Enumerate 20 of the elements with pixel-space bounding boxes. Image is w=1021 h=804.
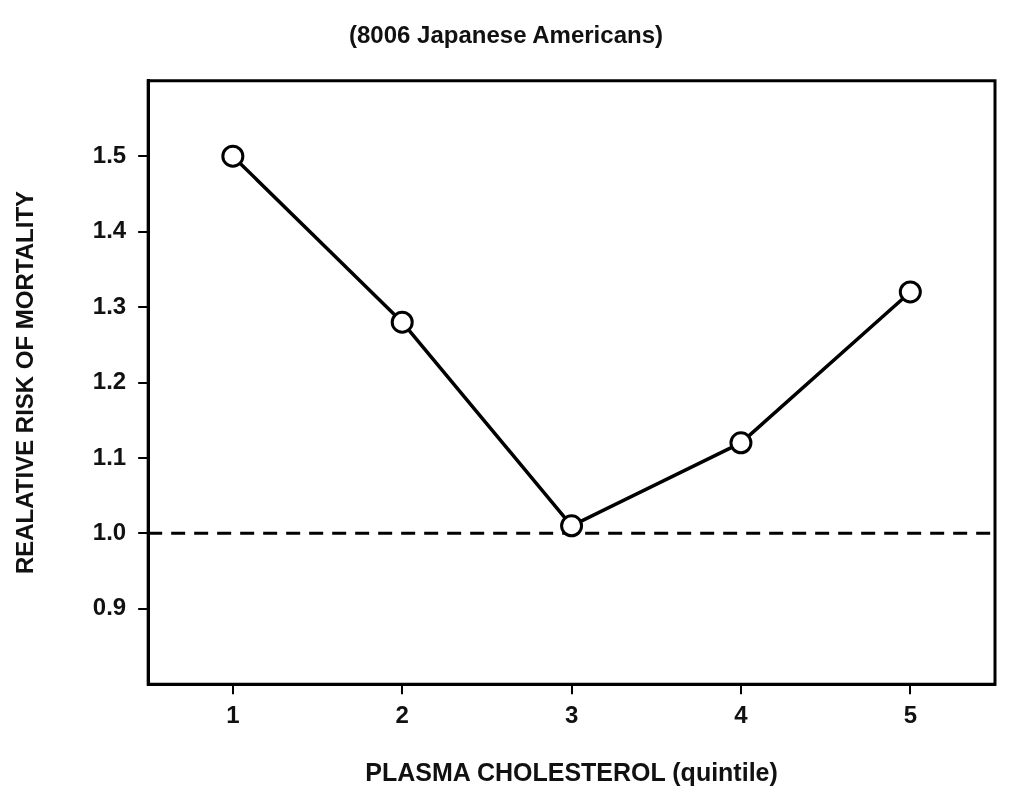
y-tick-label: 1.4	[92, 216, 127, 244]
y-tick-label: 0.9	[92, 593, 127, 621]
x-tick-label: 5	[903, 701, 917, 729]
x-tick-label: 1	[226, 701, 240, 729]
y-axis-title: REALATIVE RISK OF MORTALITY	[11, 190, 39, 575]
point	[221, 144, 245, 168]
point	[560, 514, 584, 538]
y-tick-label: 1.1	[92, 442, 127, 470]
y-tick-label: 1.0	[92, 517, 127, 545]
point	[729, 431, 753, 455]
x-tick-label: 2	[395, 701, 409, 729]
point	[898, 280, 922, 304]
x-tick-label: 3	[564, 701, 579, 729]
chart-title: (8006 Japanese Americans)	[349, 21, 663, 49]
y-tick-label: 1.3	[92, 291, 127, 319]
x-tick-label: 4	[734, 701, 749, 729]
y-tick-label: 1.2	[92, 367, 127, 395]
y-tick-label: 1.5	[92, 140, 127, 168]
x-axis-title: PLASMA CHOLESTEROL (quintile)	[365, 757, 778, 786]
point	[390, 310, 414, 334]
